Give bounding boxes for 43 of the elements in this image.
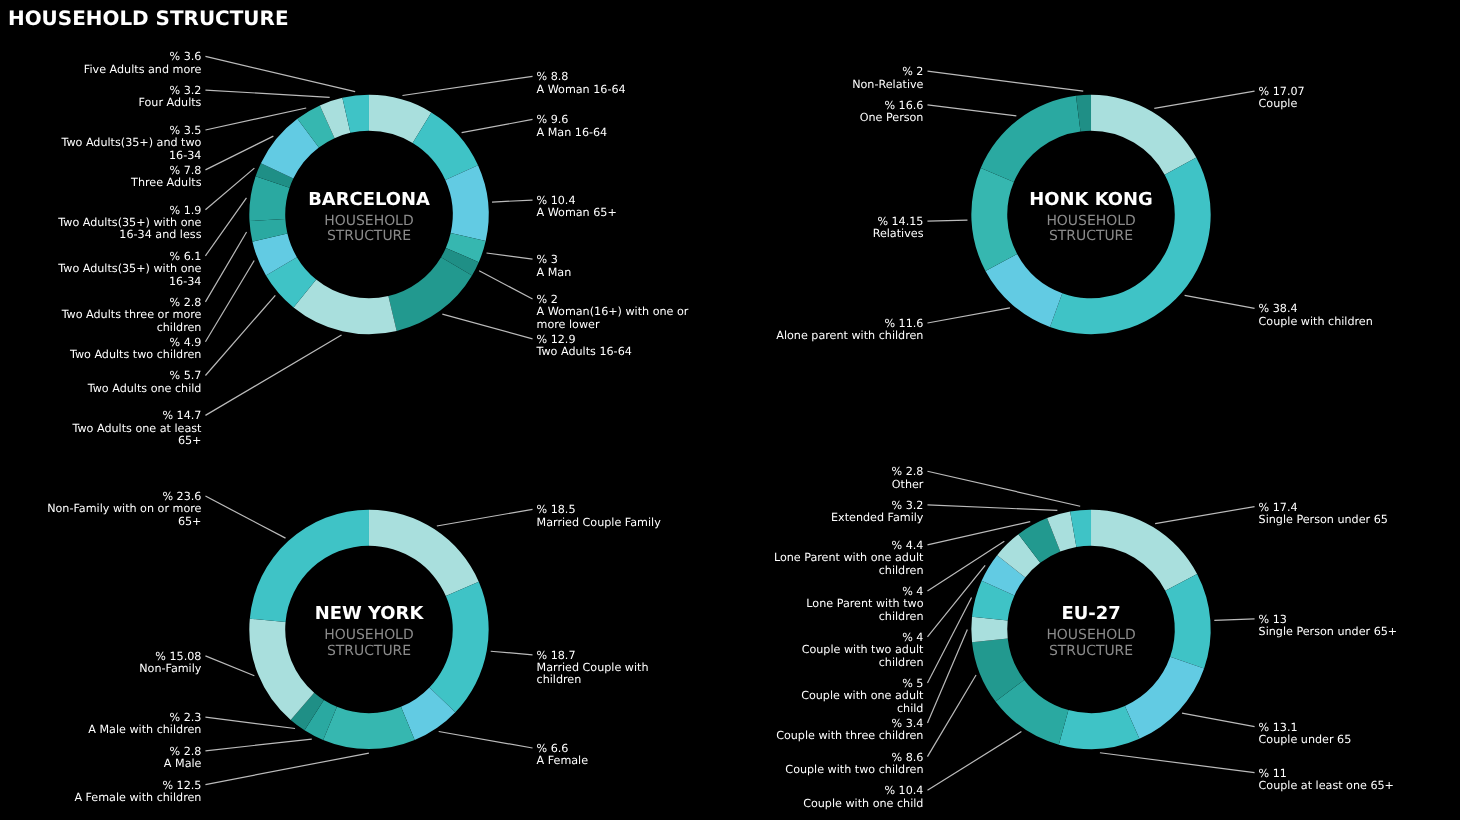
donut-slice xyxy=(252,233,297,276)
donut-slice xyxy=(995,679,1069,745)
text: NEW YORK xyxy=(314,605,426,626)
donut-slice xyxy=(971,167,1018,271)
donut-slice xyxy=(412,112,479,180)
donut-slice xyxy=(304,699,337,740)
donut-slice xyxy=(1124,656,1205,739)
donut-slice xyxy=(1165,574,1211,669)
donut-slice xyxy=(980,95,1081,182)
donut-slice xyxy=(323,706,415,749)
donut-slice xyxy=(255,163,294,188)
donut-slice xyxy=(368,509,479,597)
donut-slice xyxy=(342,94,369,133)
donut-slice xyxy=(400,687,456,740)
text: HONK KONG xyxy=(1029,190,1153,211)
text: BARCELONA xyxy=(308,190,430,211)
donut-slice xyxy=(1075,94,1092,132)
donut-slice xyxy=(1091,509,1198,591)
donut-slice xyxy=(1058,706,1140,749)
donut-slice xyxy=(429,581,489,713)
text: EU-27 xyxy=(1061,605,1121,626)
donut-slice xyxy=(260,118,319,179)
donut-slice xyxy=(997,534,1041,578)
donut-slice xyxy=(1091,94,1197,175)
donut-slice xyxy=(1047,511,1077,552)
donut-slice xyxy=(265,257,317,308)
donut-slice xyxy=(249,618,315,720)
donut-slice xyxy=(981,555,1026,596)
donut-slice xyxy=(1070,509,1092,547)
donut-slice xyxy=(1018,518,1061,563)
donut-slice xyxy=(249,509,369,622)
donut-slice xyxy=(985,254,1063,327)
donut-slice xyxy=(972,638,1025,702)
donut-slice xyxy=(297,105,335,148)
donut-slice xyxy=(971,616,1008,643)
donut-slice xyxy=(293,279,397,335)
donut-slice xyxy=(290,692,324,731)
text: HOUSEHOLD STRUCTURE xyxy=(7,9,289,32)
donut-slice xyxy=(445,233,486,263)
donut-slice xyxy=(319,97,351,139)
donut-slice xyxy=(445,165,489,241)
donut-slice xyxy=(368,94,432,144)
donut-slice xyxy=(972,580,1015,621)
